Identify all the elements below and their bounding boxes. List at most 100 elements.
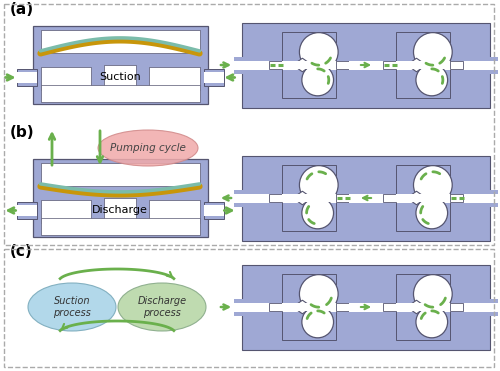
Text: Discharge
process: Discharge process [138,296,186,318]
Bar [4,4,494,245]
Bar [104,65,136,94]
Text: (a): (a) [10,2,34,17]
Bar [336,194,348,202]
Circle shape [300,275,338,313]
Bar [204,72,224,83]
Bar [450,61,462,69]
Circle shape [302,197,334,229]
Polygon shape [407,191,426,205]
Circle shape [300,165,338,204]
Bar [486,299,498,315]
Bar [396,165,450,230]
Bar [396,303,450,311]
Bar [242,302,490,312]
Bar [270,303,281,311]
Bar [282,303,336,311]
Bar [282,165,336,230]
Text: (b): (b) [10,125,34,140]
Circle shape [416,197,448,229]
Bar [40,200,92,223]
Bar [384,303,396,311]
Bar [234,190,246,207]
Bar [486,56,498,73]
Bar [16,205,36,216]
Bar [242,265,490,349]
Polygon shape [292,191,312,205]
Bar [486,60,498,69]
Polygon shape [407,58,426,72]
Bar [104,198,136,227]
Bar [148,66,200,90]
Text: (c): (c) [10,244,33,259]
Bar [348,302,384,312]
Bar [40,30,200,53]
Circle shape [302,64,334,96]
Bar [40,85,200,102]
Bar [40,66,92,90]
Bar [396,194,450,202]
Bar [16,72,36,83]
Bar [32,26,208,104]
Circle shape [416,306,448,338]
Circle shape [414,275,452,313]
Bar [396,61,450,69]
Bar [148,200,200,223]
Bar [336,303,348,311]
Bar [234,299,246,315]
Bar [396,61,450,69]
Bar [396,194,450,202]
Text: Suction: Suction [99,72,141,82]
Bar [242,194,490,203]
Bar [450,194,462,202]
Circle shape [302,306,334,338]
Bar [234,56,246,73]
Circle shape [300,33,338,71]
Bar [204,205,224,216]
Polygon shape [407,300,426,314]
Text: Pumping cycle: Pumping cycle [110,143,186,153]
Bar [234,194,246,203]
Bar [270,194,281,202]
Bar [234,60,246,69]
Bar [336,61,348,69]
Bar [40,163,200,186]
Bar [384,194,396,202]
Circle shape [416,64,448,96]
Bar [16,202,36,219]
Bar [32,159,208,237]
Bar [282,303,336,311]
Bar [282,194,336,202]
Ellipse shape [28,283,116,331]
Polygon shape [292,58,312,72]
Bar [282,61,336,69]
Bar [348,194,384,203]
Bar [4,249,494,367]
Bar [486,190,498,207]
Ellipse shape [118,283,206,331]
Bar [486,302,498,312]
Bar [234,302,246,312]
Bar [204,69,224,86]
Bar [396,275,450,339]
Bar [282,275,336,339]
Bar [396,303,450,311]
Ellipse shape [98,130,198,166]
Bar [450,303,462,311]
Bar [242,60,490,69]
Bar [282,61,336,69]
Circle shape [414,33,452,71]
Text: Suction
process: Suction process [53,296,91,318]
Bar [282,194,336,202]
Bar [486,194,498,203]
Bar [242,155,490,240]
Bar [242,23,490,108]
Circle shape [414,165,452,204]
Bar [384,61,396,69]
Bar [348,60,384,69]
Bar [40,218,200,235]
Bar [282,32,336,98]
Bar [396,32,450,98]
Bar [270,61,281,69]
Bar [16,69,36,86]
Text: Discharge: Discharge [92,205,148,215]
